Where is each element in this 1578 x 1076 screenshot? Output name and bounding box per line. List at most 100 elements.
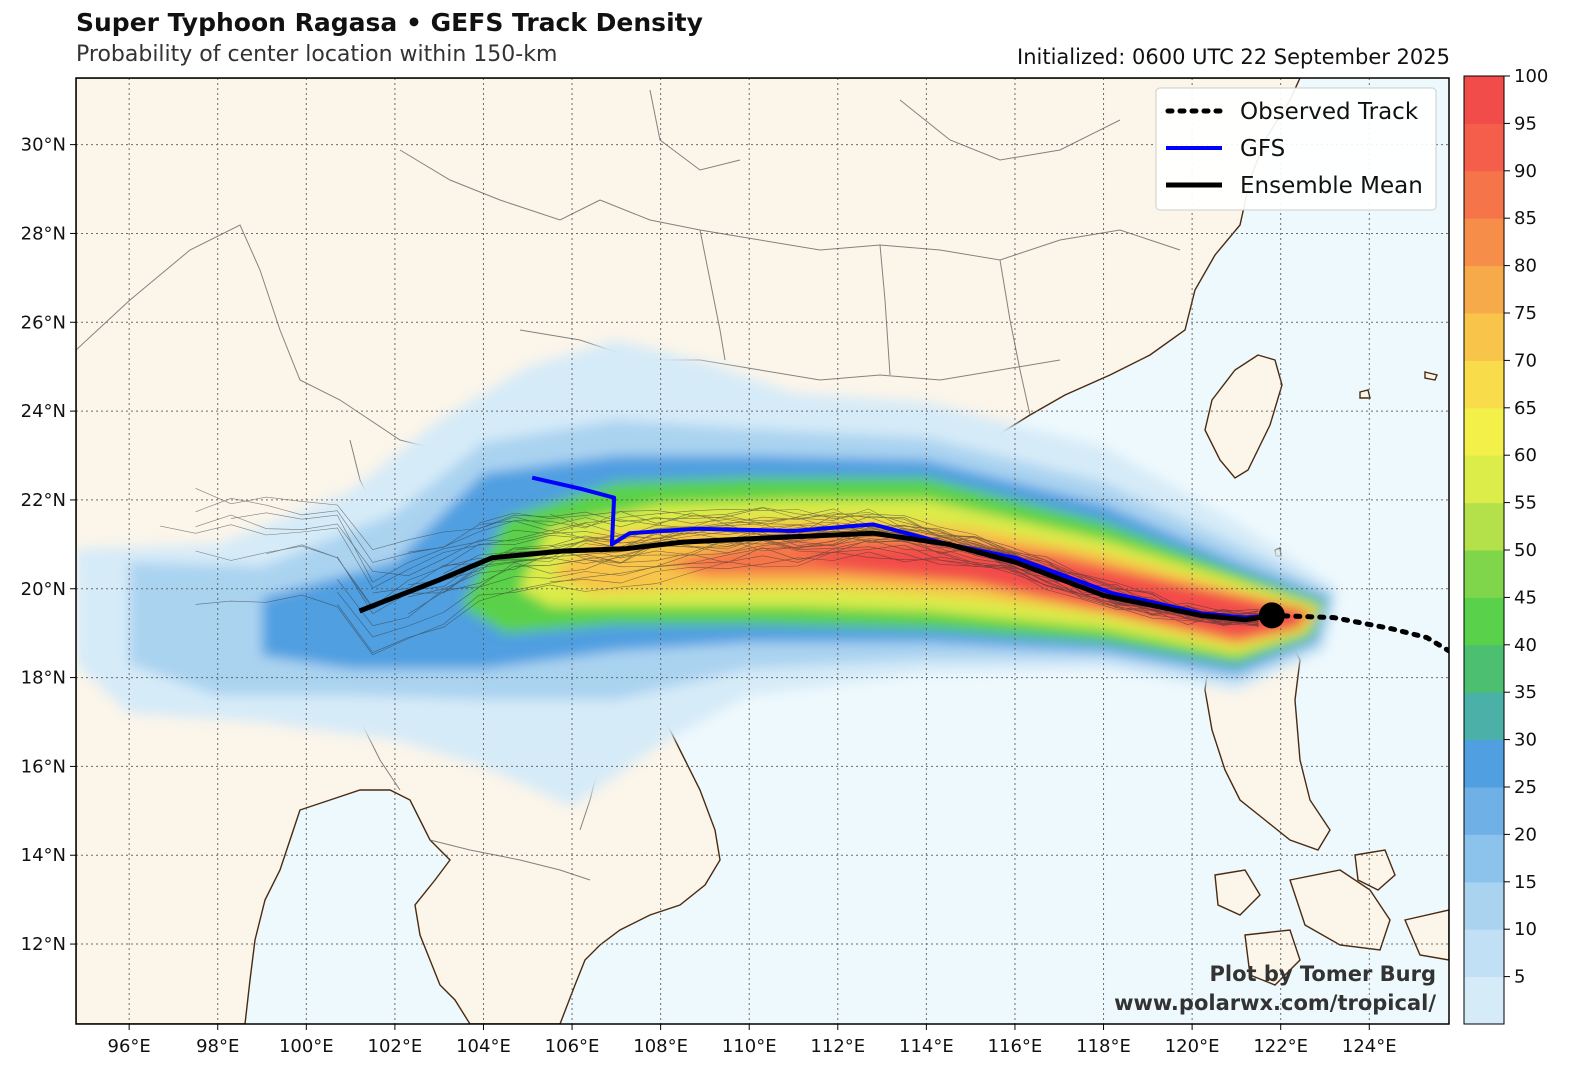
map-subtitle: Probability of center location within 15… [76,42,558,67]
lat-tick-label: 30°N [21,135,66,156]
lat-tick-label: 12°N [21,934,66,955]
ensemble-member-track [549,551,1259,625]
colorbar-segment [1464,881,1504,930]
province-line [879,244,891,376]
colorbar-segment [1464,929,1504,978]
colorbar-segment [1464,455,1504,504]
lat-tick-label: 14°N [21,845,66,866]
lon-tick-label: 110°E [722,1036,777,1057]
colorbar-label: 45 [1514,587,1537,608]
lon-tick-label: 114°E [899,1036,954,1057]
lon-tick-label: 96°E [108,1036,151,1057]
legend-mean-label: Ensemble Mean [1240,173,1423,199]
colorbar-label: 100 [1514,66,1548,87]
samar-island [1354,849,1396,891]
ensemble-member-track [195,546,1259,656]
credit-author: Plot by Tomer Burg [1210,962,1437,986]
colorbar-label: 85 [1514,208,1537,229]
colorbar-segment [1464,407,1504,456]
lat-tick-label: 28°N [21,223,66,244]
province-line [899,99,1121,161]
mainland-asia [76,78,1301,1024]
ensemble-member-track [337,539,1259,627]
colorbar-segment [1464,692,1504,741]
storm-position-marker [1258,602,1285,629]
lon-tick-label: 106°E [545,1036,600,1057]
colorbar-label: 75 [1514,303,1537,324]
colorbar-label: 80 [1514,256,1537,277]
legend-box [1155,87,1437,211]
lon-tick-label: 116°E [988,1036,1043,1057]
islet [1424,371,1438,381]
colorbar-label: 60 [1514,445,1537,466]
gridlines [76,78,1449,1024]
ensemble-mean-track-line [358,530,1273,623]
province-line [399,149,601,221]
lat-tick-label: 22°N [21,490,66,511]
legend: Observed Track GFS Ensemble Mean [1155,87,1437,211]
lon-tick-label: 120°E [1165,1036,1220,1057]
colorbar-segment [1464,739,1504,788]
colorbar-segment [1464,787,1504,835]
colorbar-segment [1464,644,1504,693]
colorbar-label: 50 [1514,540,1537,561]
colorbar-label: 20 [1514,824,1537,845]
lat-tick-label: 16°N [21,756,66,777]
initialized-time: Initialized: 0600 UTC 22 September 2025 [1017,45,1450,69]
colorbar-segment [1464,502,1504,551]
colorbar-segment [1464,313,1504,361]
map-title: Super Typhoon Ragasa • GEFS Track Densit… [76,8,703,37]
colorbar-label: 40 [1514,635,1537,656]
lat-tick-label: 18°N [21,668,66,689]
islet [1359,389,1371,399]
observed-track-line [1269,612,1449,654]
colorbar-label: 25 [1514,777,1537,798]
border [429,839,591,881]
colorbar-segment [1464,360,1504,409]
density-layer [76,340,1339,807]
lon-tick-label: 100°E [279,1036,334,1057]
lon-tick-label: 104°E [456,1036,511,1057]
visayas-islands [1289,869,1391,951]
colorbar-label: 55 [1514,493,1537,514]
colorbar-segment [1464,550,1504,598]
lon-tick-label: 122°E [1253,1036,1308,1057]
colorbar-segment [1464,123,1504,172]
colorbar-label: 95 [1514,113,1537,134]
lat-tick-label: 26°N [21,312,66,333]
colorbar-label: 10 [1514,919,1537,940]
lat-tick-label: 20°N [21,579,66,600]
colorbar-label: 70 [1514,350,1537,371]
colorbar-label: 5 [1514,967,1525,988]
lon-tick-label: 98°E [196,1036,239,1057]
colorbar-segment [1464,76,1504,124]
palawan-tip [1404,909,1449,961]
province-line [649,89,741,171]
lat-tick-label: 24°N [21,401,66,422]
colorbar-segment [1464,265,1504,314]
colorbar-segment [1464,834,1504,883]
lon-tick-label: 108°E [633,1036,688,1057]
colorbar-label: 90 [1514,161,1537,182]
ensemble-member-track [408,512,1259,623]
mindoro-island [1214,869,1261,916]
lon-tick-label: 118°E [1076,1036,1131,1057]
axes: 96°E 98°E 100°E 102°E 104°E 106°E 108°E 110°E 11… [21,135,1397,1057]
colorbar-segment [1464,597,1504,646]
lon-tick-label: 112°E [810,1036,865,1057]
colorbar-segment [1464,976,1504,1025]
colorbar: 5 10 15 20 25 30 35 40 45 50 55 60 65 70 75 80 85 90 95 100 [1463,66,1548,1025]
province-line [699,229,726,361]
colorbar-label: 30 [1514,730,1537,751]
colorbar-label: 15 [1514,872,1537,893]
colorbar-segment [1464,170,1504,219]
credit-url: www.polarwx.com/tropical/ [1114,991,1436,1015]
legend-gfs-label: GFS [1240,136,1285,162]
taiwan-island [1204,354,1283,479]
ensemble-member-track [408,538,1259,625]
lon-tick-label: 124°E [1342,1036,1397,1057]
colorbar-segment [1464,218,1504,267]
ensemble-member-track [195,497,1259,618]
ensemble-member-track [478,507,1259,621]
